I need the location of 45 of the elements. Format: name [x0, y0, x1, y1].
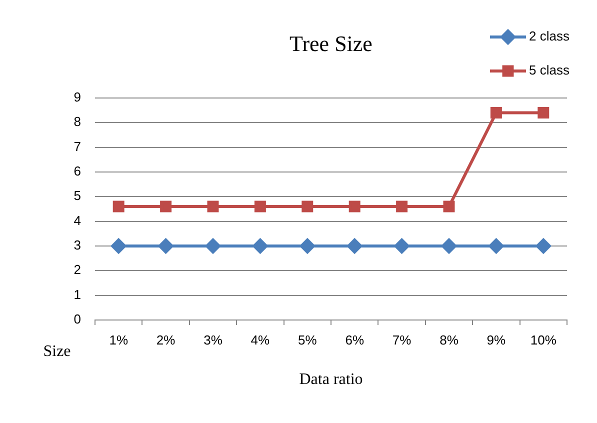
point: [536, 238, 551, 254]
x-tick-label: 5%: [298, 332, 318, 348]
point: [538, 107, 550, 119]
x-axis-title: Data ratio: [299, 371, 363, 388]
y-tick-label: 9: [74, 90, 81, 105]
point: [112, 200, 124, 212]
x-tick-label: 9%: [486, 332, 506, 348]
y-tick-label: 5: [74, 188, 81, 204]
point: [347, 238, 362, 254]
point: [302, 200, 314, 212]
point: [252, 238, 268, 254]
y-tick-label: 0: [74, 312, 81, 327]
x-tick-label: 2%: [156, 332, 176, 348]
x-tick-label: 1%: [109, 332, 128, 348]
y-tick-label: 4: [74, 212, 81, 228]
point: [254, 200, 266, 212]
y-tick-label: 7: [74, 138, 81, 154]
x-tick-label: 8%: [440, 332, 459, 348]
legend-label: 5 class: [529, 62, 570, 78]
chart-title: Tree Size: [290, 30, 372, 56]
x-tick-label: 6%: [345, 332, 364, 348]
point: [111, 238, 126, 254]
point: [490, 107, 502, 119]
point: [207, 200, 219, 212]
point: [160, 200, 172, 212]
point: [443, 200, 455, 212]
point: [442, 238, 456, 254]
point: [396, 200, 408, 212]
y-tick-label: 2: [74, 262, 81, 278]
y-tick-label: 3: [74, 238, 81, 253]
x-tick-label: 3%: [204, 332, 223, 348]
point: [348, 200, 360, 212]
y-axis-title: Size: [43, 343, 71, 360]
y-tick-label: 1: [74, 286, 81, 302]
point: [394, 238, 410, 254]
y-tick-label: 8: [74, 114, 81, 130]
point: [206, 238, 220, 254]
legend-label: 2 class: [529, 28, 570, 44]
x-tick-label: 7%: [392, 332, 412, 348]
x-tick-label: 10%: [530, 332, 557, 348]
point: [158, 238, 174, 254]
y-tick-label: 6: [74, 164, 81, 179]
point: [300, 238, 315, 254]
point: [488, 238, 504, 254]
x-tick-label: 4%: [250, 332, 270, 348]
